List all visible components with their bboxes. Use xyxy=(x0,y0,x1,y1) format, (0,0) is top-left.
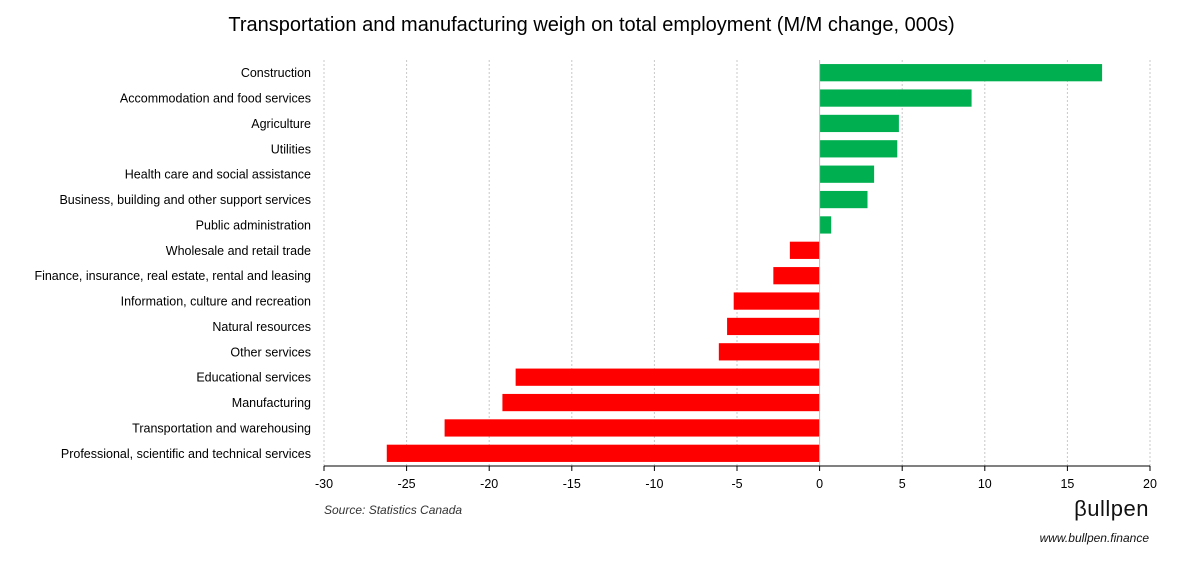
category-label: Construction xyxy=(241,66,311,80)
bar xyxy=(733,292,820,310)
bullpen-logo: βullpen xyxy=(1074,496,1149,521)
bar xyxy=(718,343,820,361)
bar xyxy=(819,114,899,133)
x-tick-label: 15 xyxy=(1060,477,1074,491)
bar xyxy=(819,190,868,209)
x-tick-label: 10 xyxy=(978,477,992,491)
bar xyxy=(515,368,820,386)
axes xyxy=(323,60,1151,471)
category-label: Wholesale and retail trade xyxy=(166,244,311,258)
x-tick-labels: -30 -25 -20 -15 -10 -5 0 5 10 15 20 xyxy=(315,477,1157,491)
source-note: Source: Statistics Canada xyxy=(324,503,463,517)
bars xyxy=(386,64,1103,462)
x-tick-label: -15 xyxy=(563,477,581,491)
category-label: Finance, insurance, real estate, rental … xyxy=(34,269,311,283)
bar xyxy=(444,419,820,437)
bar xyxy=(727,317,820,336)
bar xyxy=(819,89,972,107)
x-tick-label: 20 xyxy=(1143,477,1157,491)
bar xyxy=(502,393,820,412)
bar xyxy=(819,64,1103,82)
category-label: Educational services xyxy=(196,371,311,385)
category-label: Professional, scientific and technical s… xyxy=(61,447,311,461)
category-label: Utilities xyxy=(271,142,311,156)
category-label: Agriculture xyxy=(251,117,311,131)
category-label: Other services xyxy=(230,345,311,359)
category-label: Health care and social assistance xyxy=(125,168,311,182)
category-label: Business, building and other support ser… xyxy=(59,193,311,207)
bar xyxy=(773,267,820,285)
category-label: Manufacturing xyxy=(232,396,311,410)
bar xyxy=(819,140,898,158)
x-tick-label: 5 xyxy=(899,477,906,491)
bar xyxy=(789,241,820,259)
x-tick-label: -10 xyxy=(645,477,663,491)
x-tick-label: -25 xyxy=(398,477,416,491)
category-label: Natural resources xyxy=(212,320,311,334)
x-tick-label: -5 xyxy=(731,477,742,491)
x-tick-label: 0 xyxy=(816,477,823,491)
brand-url[interactable]: www.bullpen.finance xyxy=(1039,531,1149,545)
x-tick-label: -20 xyxy=(480,477,498,491)
x-tick-label: -30 xyxy=(315,477,333,491)
chart-title: Transportation and manufacturing weigh o… xyxy=(228,14,955,36)
bar xyxy=(386,444,820,462)
bar xyxy=(819,165,875,183)
category-label: Accommodation and food services xyxy=(120,92,311,106)
category-labels: Construction Accommodation and food servi… xyxy=(34,66,311,461)
category-label: Public administration xyxy=(196,218,311,232)
bar xyxy=(819,216,832,234)
category-label: Transportation and warehousing xyxy=(132,421,311,435)
category-label: Information, culture and recreation xyxy=(121,295,311,309)
